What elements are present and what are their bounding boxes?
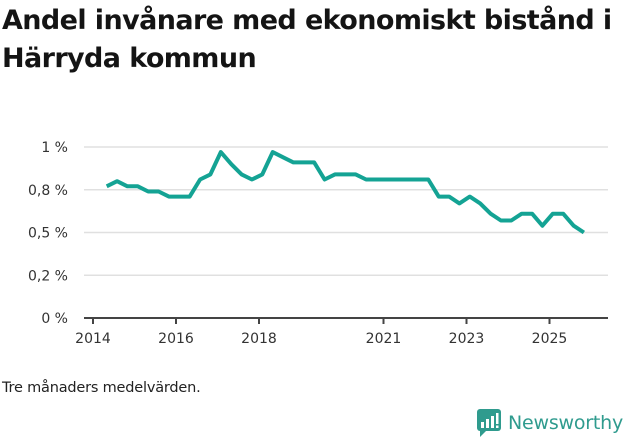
y-axis-labels: 0 % 0,2 % 0,5 % 0,8 % 1 % [28, 140, 68, 327]
chart-title: Andel invånare med ekonomiskt bistånd i … [2, 5, 612, 74]
x-tick-label: 2016 [158, 331, 194, 347]
bar-chart-speech-bubble-icon [477, 409, 501, 437]
x-tick-label: 2023 [449, 331, 485, 347]
y-tick-label: 1 % [41, 140, 68, 156]
x-tick-label: 2025 [532, 331, 568, 347]
x-tick-label: 2021 [366, 331, 402, 347]
footnote: Tre månaders medelvärden. [2, 380, 201, 396]
y-tick-label: 0,2 % [28, 268, 68, 284]
data-line [105, 150, 586, 235]
gridlines [84, 146, 608, 276]
y-tick-label: 0,5 % [28, 226, 68, 242]
x-axis: 2014 2016 2018 2021 2023 2025 [75, 317, 608, 347]
y-tick-label: 0,8 % [28, 183, 68, 199]
x-tick-label: 2014 [75, 331, 111, 347]
newsworthy-logo[interactable]: Newsworthy [476, 408, 623, 438]
y-tick-label: 0 % [41, 311, 68, 327]
brand-name: Newsworthy [508, 412, 624, 434]
line-chart: 0 %0,2 %0,5 %0,8 %1 % 2014 2016 2018 2021 20… [28, 140, 608, 347]
x-tick-label: 2018 [241, 331, 277, 347]
